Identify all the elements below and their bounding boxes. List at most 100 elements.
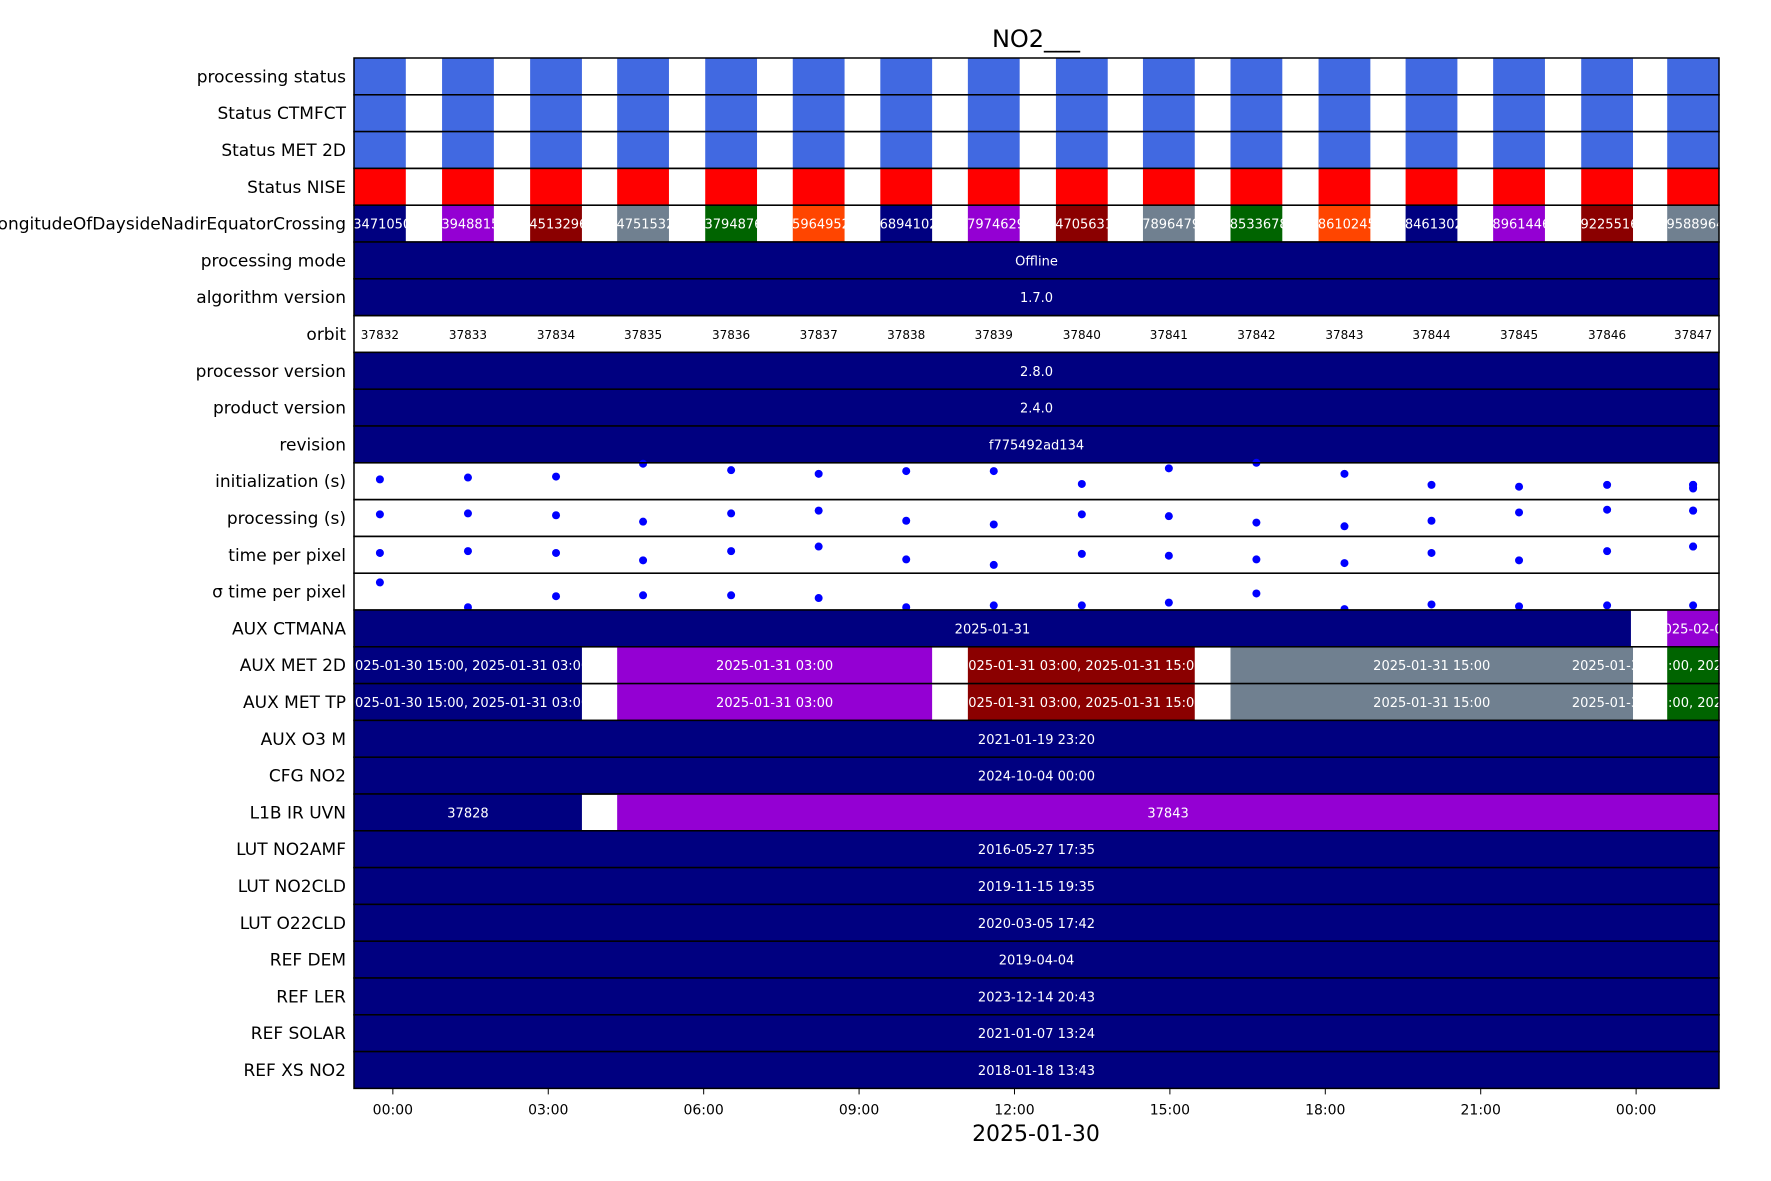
span-label: 1.7.0 [1020,291,1053,306]
span-label: 2019-11-15 19:35 [978,880,1095,895]
orbit-value-block [705,205,758,242]
x-tick-label: 00:00 [373,1102,413,1118]
orbit-value-block [967,205,1020,242]
orbit-value-label: -7974629 [962,218,1025,233]
status-block [1142,58,1195,95]
span-block [354,352,1719,390]
status-block [1581,58,1634,95]
orbit-number-label: 37840 [1063,328,1101,342]
scatter-point [1164,512,1173,521]
x-tick-label: 12:00 [994,1102,1034,1118]
status-block [442,131,494,169]
orbit-value-block [1667,205,1719,242]
row-label: REF LER [276,987,346,1007]
span-block [617,646,933,684]
row-label: AUX CTMANA [232,619,346,639]
span-label: 2025-01-31 15:00 [1373,659,1490,674]
status-block [1667,58,1719,95]
scatter-point [1689,506,1698,515]
row-label: processing (s) [227,509,346,529]
scatter-point [1252,555,1261,564]
span-block [1230,646,1634,684]
span-label: 2025-01-31 03:00, 2025-01-31 15:00 [960,696,1203,711]
status-block [617,131,669,169]
status-block [792,58,845,95]
status-block [1667,168,1719,206]
status-block [1318,131,1371,169]
span-block [354,242,1719,279]
scatter-point [1689,542,1698,551]
row-label: revision [279,435,346,455]
span-label: 2.8.0 [1020,365,1053,380]
scatter-point [1603,601,1612,610]
row-border [353,1050,1720,1090]
status-block [1055,168,1108,206]
scatter-point [1515,556,1524,565]
orbit-number-label: 37844 [1412,328,1450,342]
scatter-point [639,591,648,600]
span-label: 2021-01-19 23:20 [978,733,1095,748]
orbit-number-label: 37833 [449,328,487,342]
span-block [617,683,933,721]
span-block [354,646,582,684]
row-label: REF DEM [270,951,346,971]
status-block [880,58,933,95]
orbit-number-label: 37846 [1588,328,1626,342]
span-label: 2025-01-31 03:00 [716,696,833,711]
status-block [1493,94,1545,132]
row-label: AUX O3 M [261,730,346,750]
orbit-value-label: -4751532 [612,218,675,233]
span-block [967,646,1195,684]
status-block [967,168,1020,206]
status-block [354,58,406,95]
scatter-point [1164,551,1173,560]
status-block [1667,131,1719,169]
row-label: initialization (s) [215,472,346,492]
span-label: 37843 [1147,806,1188,821]
span-block [354,426,1719,463]
span-label: 2025-01-31 15:00, 2025-02-01 03:00 [1572,659,1771,674]
status-block [880,168,933,206]
scatter-point [1515,482,1524,491]
status-block [1230,94,1283,132]
status-block [354,168,406,206]
scatter-point [552,592,561,601]
row-label: REF SOLAR [251,1024,346,1044]
span-block [354,610,1631,647]
row-label: Status CTMFCT [217,104,346,124]
status-block [705,131,758,169]
scatter-point [1689,601,1698,610]
x-tick-label: 15:00 [1150,1102,1190,1118]
status-block [1667,94,1719,132]
scatter-point [1077,479,1086,488]
scatter-point [814,506,823,515]
span-label: 2016-05-27 17:35 [978,843,1095,858]
scatter-point [1603,547,1612,556]
orbit-number-label: 37834 [537,328,575,342]
scatter-point [375,548,384,557]
status-block [442,94,494,132]
scatter-point [814,594,823,603]
span-label: 2023-12-14 20:43 [978,990,1095,1005]
span-block [354,941,1719,978]
orbit-value-label: -9588964 [1662,218,1725,233]
scatter-point [1603,505,1612,514]
span-block [1230,683,1634,721]
status-block [530,168,582,206]
span-label: Offline [1015,254,1058,269]
orbit-value-label: -3948815 [437,218,500,233]
orbit-number-label: 37841 [1150,328,1188,342]
span-block [354,1014,1719,1052]
span-label: 2025-01-30 15:00, 2025-01-31 03:00 [347,696,590,711]
scatter-point [727,591,736,600]
scatter-point [375,578,384,587]
scatter-point [1427,548,1436,557]
orbit-number-label: 37836 [712,328,750,342]
scatter-point [1077,549,1086,558]
status-block [792,131,845,169]
status-block [1230,168,1283,206]
orbit-value-block [1230,205,1283,242]
status-block [530,58,582,95]
status-block [1055,94,1108,132]
orbit-number-label: 37839 [975,328,1013,342]
